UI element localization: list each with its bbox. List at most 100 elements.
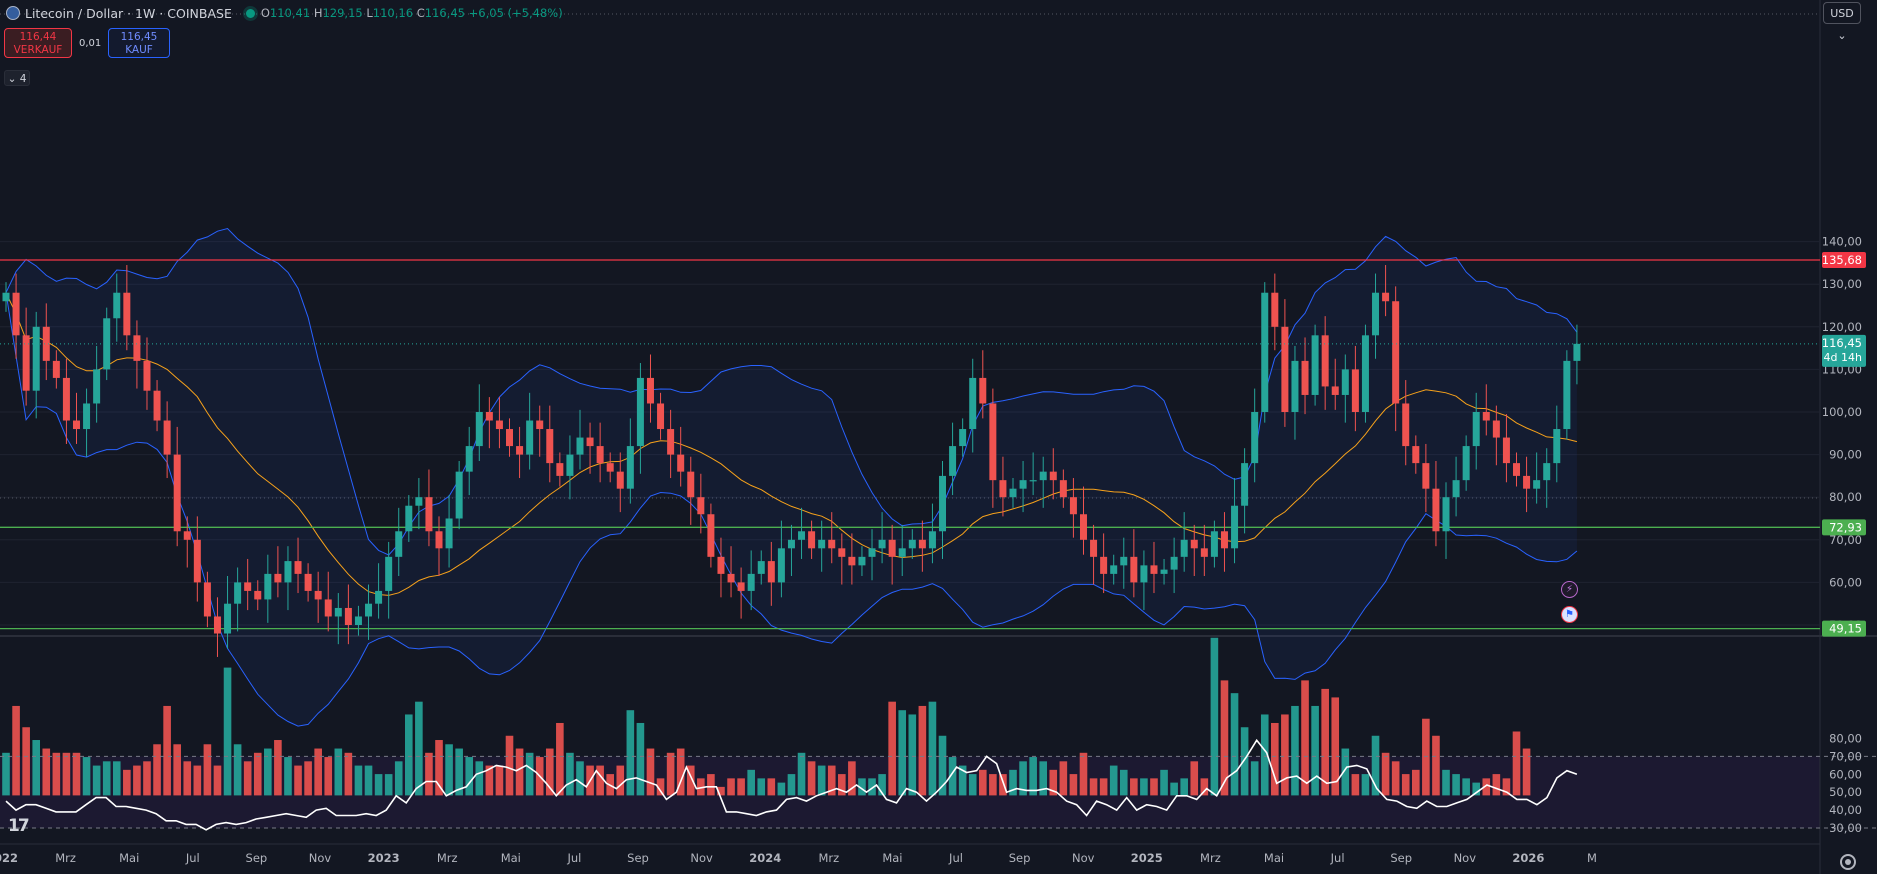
currency-selector[interactable]: USD ⌄ [1823, 2, 1861, 42]
candle-body [1422, 463, 1430, 489]
rsi-line [5, 738, 1578, 831]
volume-bar [1381, 752, 1390, 796]
candle-body [646, 377, 654, 404]
price-tick-label: 90,00 [1829, 448, 1862, 462]
candle-body [989, 403, 997, 481]
candle-body [1502, 437, 1510, 464]
candle-body [1382, 292, 1390, 302]
candle-body [1180, 539, 1188, 557]
candle-body [918, 539, 926, 549]
candle-body [83, 403, 91, 430]
candle-body [1301, 360, 1309, 395]
candle-body [1492, 420, 1500, 438]
candle-body [818, 539, 826, 549]
volume-bar [153, 744, 161, 796]
event-flag-icon[interactable]: ⚑ [1561, 606, 1578, 623]
volume-bar [515, 748, 524, 796]
volume-bar [1240, 727, 1249, 796]
candle-body [1190, 539, 1198, 549]
volume-bar [686, 765, 695, 796]
volume-bar [1220, 680, 1229, 796]
time-tick-label: Sep [246, 851, 268, 865]
volume-bar [999, 774, 1007, 796]
candle-body [908, 539, 916, 549]
candle-body [465, 446, 473, 472]
candle-body [1281, 326, 1289, 412]
tradingview-logo-icon[interactable]: 17 [8, 816, 30, 836]
candle-body [1160, 569, 1168, 574]
indicators-collapse-button[interactable]: ⌄ 4 [4, 70, 30, 86]
volume-bar [707, 774, 715, 796]
time-tick-label: Sep [1390, 851, 1412, 865]
candle-body [42, 326, 50, 361]
bollinger-fill [6, 228, 1577, 727]
price-tick-label: 70,00 [1829, 533, 1862, 547]
candle-body [445, 518, 453, 549]
volume-bar [364, 765, 373, 796]
candle-body [1069, 497, 1077, 515]
volume-bar [344, 752, 353, 796]
volume-bar [52, 752, 61, 796]
candle-body [1482, 412, 1490, 421]
candle-body [747, 573, 755, 591]
candle-body [12, 292, 20, 336]
volume-bar [1472, 782, 1481, 796]
candle-body [798, 531, 806, 540]
volume-bar [676, 748, 685, 796]
rsi-tick-label: 30,00 [1829, 821, 1862, 835]
candle-body [475, 412, 483, 447]
candle-body [173, 454, 181, 532]
candle-body [1452, 480, 1460, 498]
candle-body [354, 616, 362, 625]
volume-bar [1099, 778, 1108, 796]
volume-bar [1462, 778, 1470, 796]
event-flash-icon[interactable]: ⚡ [1561, 581, 1578, 598]
volume-bar [596, 765, 604, 796]
settings-gear-icon[interactable] [1840, 854, 1856, 870]
volume-bar [1331, 697, 1340, 796]
volume-bar [42, 748, 51, 796]
volume-bar [807, 761, 816, 796]
rsi-tick-label: 50,00 [1829, 785, 1862, 799]
sell-button[interactable]: 116,44 VERKAUF [4, 28, 72, 58]
candle-body [616, 471, 624, 489]
high-label: H [313, 6, 323, 20]
candle-body [1331, 386, 1339, 395]
volume-bar [133, 765, 141, 796]
candle-body [556, 463, 564, 476]
bollinger-upper-line [5, 227, 1578, 556]
candle-body [1351, 369, 1359, 412]
time-tick-label: 2022 [0, 851, 18, 865]
time-tick-label: Sep [1009, 851, 1031, 865]
market-status-icon[interactable] [245, 8, 255, 18]
price-tick-label: 100,00 [1822, 405, 1862, 419]
volume-bar [747, 769, 755, 796]
volume-bar [1029, 757, 1037, 796]
volume-bar [858, 778, 866, 796]
volume-bar [1160, 769, 1168, 796]
candle-body [1110, 565, 1118, 574]
candle-body [506, 429, 513, 447]
candle-body [878, 539, 886, 549]
volume-bar [827, 765, 836, 796]
candle-body [22, 335, 30, 391]
volume-bar [1371, 735, 1380, 796]
candle-body [586, 437, 594, 447]
candle-body [163, 420, 171, 455]
symbol-title[interactable]: Litecoin / Dollar · 1W · COINBASE [25, 5, 232, 21]
change-value: +6,05 (+5,48%) [468, 6, 563, 20]
candle-body [103, 318, 111, 370]
candle-body [224, 603, 232, 634]
volume-bar [1442, 769, 1450, 796]
candle-body [939, 475, 947, 532]
volume-bar [566, 752, 574, 796]
volume-bar [334, 748, 343, 796]
candle-body [1402, 403, 1410, 447]
buy-button[interactable]: 116,45 KAUF [108, 28, 170, 58]
volume-bar [1019, 761, 1027, 796]
candle-body [1321, 335, 1329, 387]
price-tick-label: 130,00 [1822, 277, 1862, 291]
candle-body [536, 420, 544, 430]
volume-bar [797, 752, 806, 796]
